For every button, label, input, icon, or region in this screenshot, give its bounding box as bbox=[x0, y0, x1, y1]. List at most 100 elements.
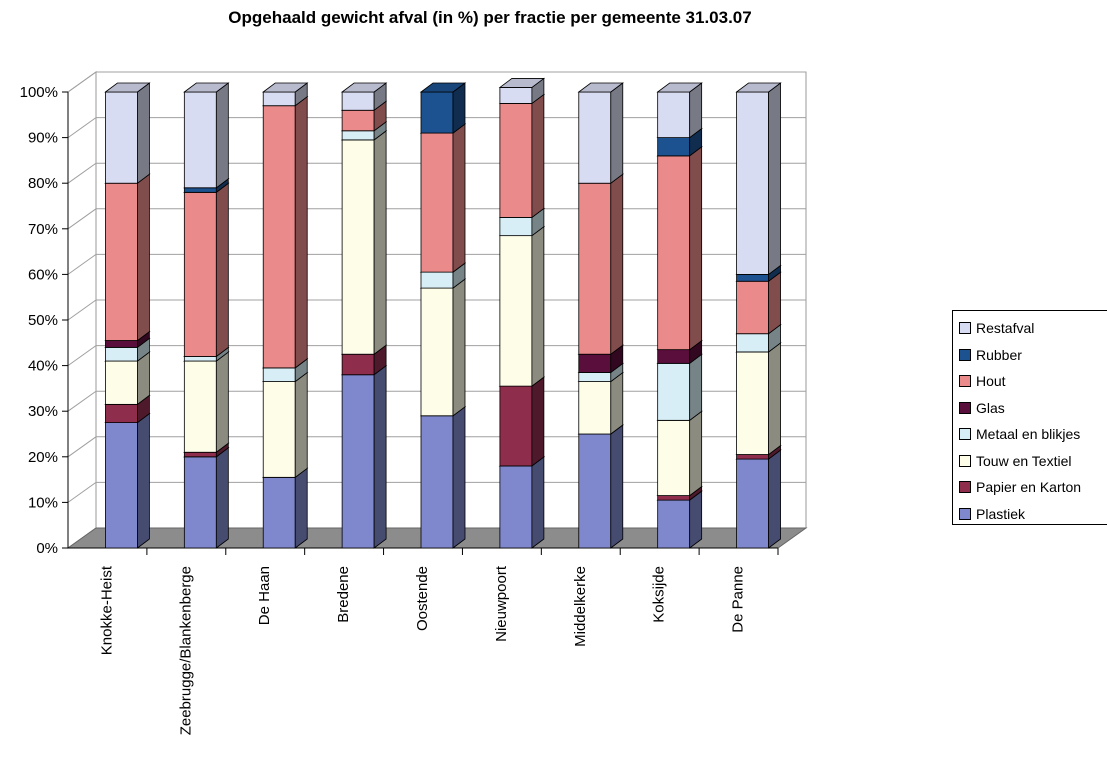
legend-item: Papier en Karton bbox=[959, 474, 1107, 501]
bar-segment-rubber bbox=[421, 83, 465, 133]
legend-swatch bbox=[959, 508, 971, 520]
bar-front bbox=[184, 192, 216, 356]
bar-segment-hout bbox=[579, 174, 623, 354]
bar-front bbox=[737, 334, 769, 352]
bar-segment-plastiek bbox=[342, 366, 386, 548]
bar-front bbox=[184, 457, 216, 548]
bar-segment-papier-en-karton bbox=[500, 377, 544, 466]
bar-front bbox=[737, 352, 769, 455]
bar-front bbox=[105, 361, 137, 404]
bar-segment-plastiek bbox=[737, 450, 781, 548]
bar-side bbox=[216, 83, 228, 188]
bar-front bbox=[184, 188, 216, 193]
x-tick-label: Koksijde bbox=[651, 566, 668, 623]
bar-front bbox=[658, 500, 690, 548]
bar-front bbox=[263, 106, 295, 368]
legend-label: Rubber bbox=[976, 347, 1022, 363]
bar-side bbox=[532, 94, 544, 217]
bar-front bbox=[658, 156, 690, 350]
y-tick-labels: 0%10%20%30%40%50%60%70%80%90%100% bbox=[20, 84, 58, 557]
bar-front bbox=[658, 420, 690, 495]
bar-front bbox=[105, 341, 137, 348]
bar-segment-restafval bbox=[342, 83, 386, 110]
bar-front bbox=[342, 375, 374, 548]
bar-front bbox=[421, 416, 453, 548]
bar-segment-restafval bbox=[737, 83, 781, 274]
bar-front bbox=[184, 452, 216, 457]
legend-item: Glas bbox=[959, 395, 1107, 422]
bar-front bbox=[184, 361, 216, 452]
bar-segment-hout bbox=[184, 183, 228, 356]
bar-side bbox=[453, 407, 465, 548]
bar-front bbox=[421, 272, 453, 288]
bar-side bbox=[769, 83, 781, 274]
y-tick-label: 100% bbox=[20, 84, 58, 101]
bar-front bbox=[658, 92, 690, 138]
bar-segment-touw-en-textiel bbox=[342, 131, 386, 354]
stacked-bar-chart: 0% 10% 20% 30% 40% 50% 60% 70% 80% 90% 100% Knokke… bbox=[0, 0, 952, 762]
legend-label: Plastiek bbox=[976, 506, 1025, 522]
legend-swatch bbox=[959, 428, 971, 440]
bar-side bbox=[769, 450, 781, 548]
bar-side bbox=[137, 83, 149, 183]
x-tick-label: De Haan bbox=[256, 566, 273, 625]
bar-front bbox=[105, 92, 137, 183]
legend-item: Touw en Textiel bbox=[959, 448, 1107, 475]
bar-segment-touw-en-textiel bbox=[421, 279, 465, 416]
bar-front bbox=[342, 110, 374, 131]
legend-label: Glas bbox=[976, 400, 1005, 416]
bar-front bbox=[500, 87, 532, 103]
legend-swatch bbox=[959, 322, 971, 334]
bar-front bbox=[184, 356, 216, 361]
legend-item: Rubber bbox=[959, 342, 1107, 369]
bar-front bbox=[579, 382, 611, 434]
bar-front bbox=[579, 434, 611, 548]
legend-label: Papier en Karton bbox=[976, 479, 1081, 495]
bar-side bbox=[690, 411, 702, 495]
bar-front bbox=[579, 92, 611, 183]
y-tick-label: 80% bbox=[28, 175, 58, 192]
y-tick-label: 40% bbox=[28, 358, 58, 375]
bar-side bbox=[216, 448, 228, 548]
bar-side bbox=[611, 373, 623, 434]
bar-segment-plastiek bbox=[105, 414, 149, 548]
bar-front bbox=[105, 404, 137, 422]
legend-swatch bbox=[959, 481, 971, 493]
y-tick-label: 20% bbox=[28, 449, 58, 466]
bar-side bbox=[611, 425, 623, 548]
legend-item: Hout bbox=[959, 368, 1107, 395]
legend-item: Restafval bbox=[959, 315, 1107, 342]
legend-swatch bbox=[959, 349, 971, 361]
bar-front bbox=[263, 382, 295, 478]
bar-front bbox=[658, 138, 690, 156]
y-tick-label: 10% bbox=[28, 494, 58, 511]
bar-front bbox=[500, 466, 532, 548]
bar-front bbox=[342, 140, 374, 354]
bar-front bbox=[342, 92, 374, 110]
legend-label: Touw en Textiel bbox=[976, 453, 1071, 469]
bar-front bbox=[737, 274, 769, 281]
bar-segment-hout bbox=[658, 147, 702, 350]
bar-segment-restafval bbox=[579, 83, 623, 183]
bar-side bbox=[690, 147, 702, 350]
bar-front bbox=[421, 288, 453, 416]
bar-segment-hout bbox=[500, 94, 544, 217]
bar-segment-touw-en-textiel bbox=[737, 343, 781, 455]
bar-segment-restafval bbox=[500, 78, 544, 103]
y-tick-label: 0% bbox=[36, 540, 58, 557]
bar-side bbox=[532, 457, 544, 548]
bar-front bbox=[737, 459, 769, 548]
bar-segment-plastiek bbox=[263, 468, 307, 548]
bar-side bbox=[690, 354, 702, 420]
bar-front bbox=[500, 217, 532, 235]
bar-segment-plastiek bbox=[579, 425, 623, 548]
bar-front bbox=[658, 350, 690, 364]
bar-side bbox=[769, 343, 781, 455]
bar-side bbox=[453, 124, 465, 272]
bar-front bbox=[263, 92, 295, 106]
bar-side bbox=[216, 352, 228, 452]
y-tick-label: 90% bbox=[28, 130, 58, 147]
bar-side bbox=[295, 97, 307, 368]
bar-segment-plastiek bbox=[421, 407, 465, 548]
x-tick-label: Knokke-Heist bbox=[98, 565, 115, 655]
